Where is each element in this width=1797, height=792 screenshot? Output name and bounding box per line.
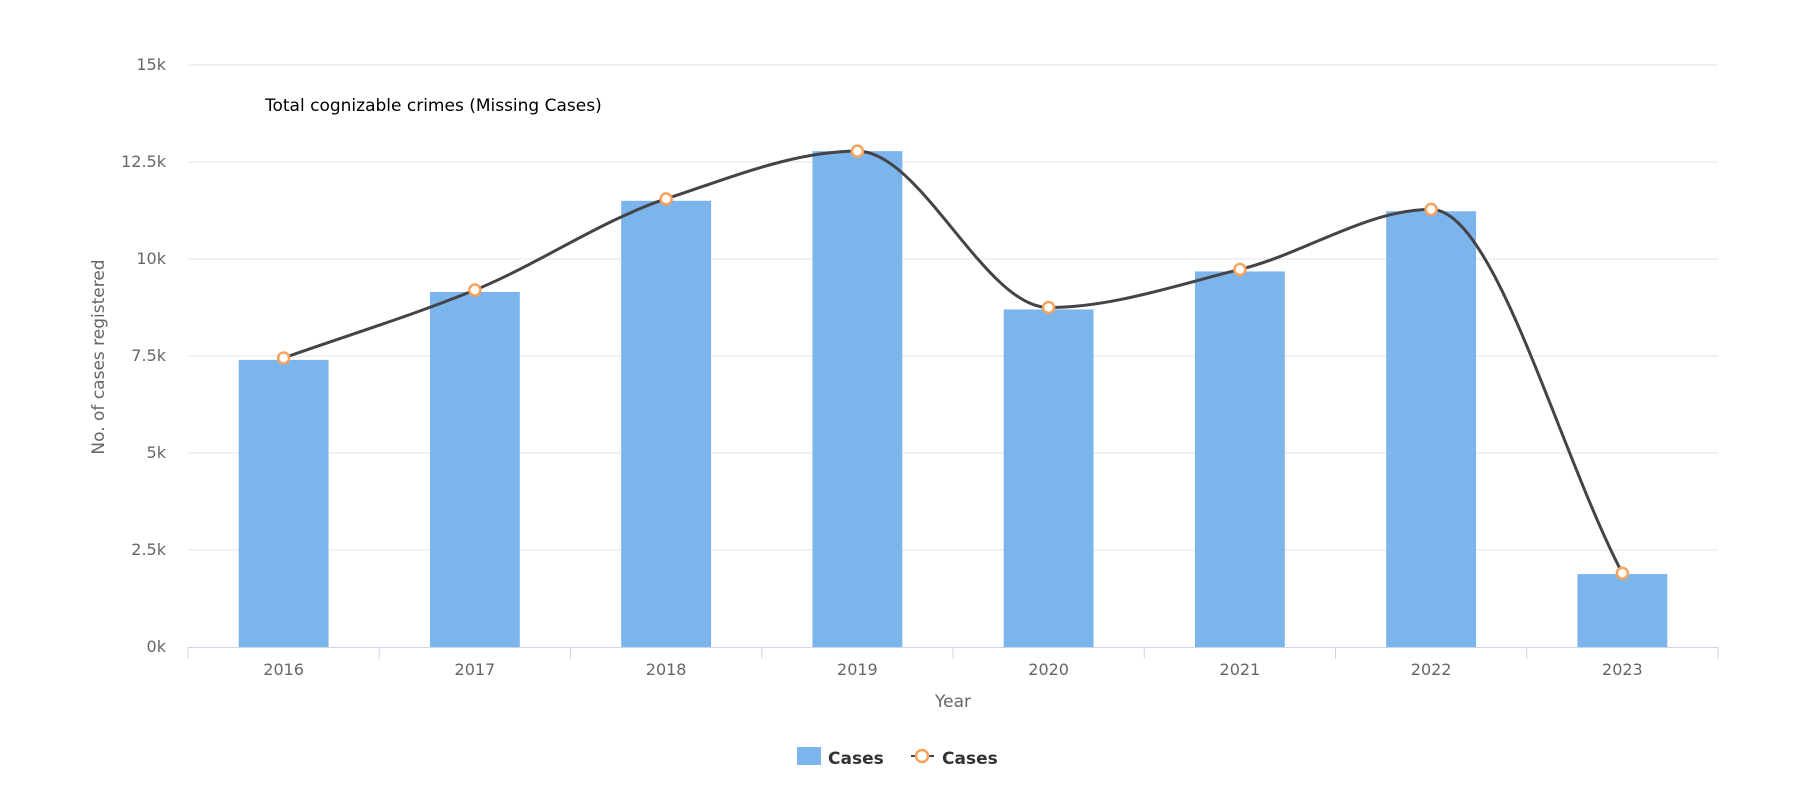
y-tick-label: 2.5k [131, 540, 166, 559]
line-point [1041, 300, 1056, 315]
line-point [468, 283, 482, 297]
y-tick-label: 15k [136, 55, 166, 74]
x-tick-label: 2022 [1411, 660, 1452, 679]
y-axis-title: No. of cases registered [89, 259, 109, 454]
bar [1577, 574, 1668, 647]
legend-bar-swatch [797, 747, 821, 765]
bar [1386, 211, 1477, 647]
series-line [283, 149, 1624, 574]
legend-bar-label: Cases [828, 749, 884, 769]
line-point [659, 192, 673, 206]
line-point [1233, 262, 1247, 277]
x-tick-label: 2023 [1602, 660, 1643, 679]
bar-series [238, 151, 1668, 648]
bar [621, 200, 712, 648]
bar [1194, 271, 1285, 647]
line-point [1615, 566, 1630, 581]
bar [238, 359, 329, 647]
legend-item-bar[interactable]: Cases [797, 747, 884, 769]
y-tick-labels: 0k 2.5k 5k 7.5k 10k 12.5k 15k [121, 55, 167, 656]
y-tick-label: 10k [136, 249, 166, 268]
legend: Cases Cases [797, 747, 998, 769]
bar [1003, 309, 1094, 647]
x-tick-label: 2020 [1028, 660, 1069, 679]
line-point [276, 351, 291, 365]
legend-line-label: Cases [942, 749, 998, 769]
x-tick-label: 2021 [1220, 660, 1261, 679]
line-markers [276, 144, 1630, 581]
y-tick-label: 0k [147, 637, 167, 656]
y-tick-label: 12.5k [121, 152, 167, 171]
x-tick-label: 2019 [837, 660, 878, 679]
x-tick-labels: 2016 2017 2018 2019 2020 2021 2022 2023 [263, 660, 1642, 679]
chart-title: Total cognizable crimes (Missing Cases) [264, 96, 602, 116]
line-series [283, 149, 1624, 574]
y-tick-label: 5k [147, 443, 167, 462]
line-point [850, 144, 865, 158]
x-axis-title: Year [934, 692, 971, 712]
bar [812, 151, 903, 648]
legend-item-line[interactable]: Cases [911, 748, 998, 769]
grid-lines [188, 64, 1718, 551]
x-tick-label: 2016 [263, 660, 304, 679]
x-tick-label: 2017 [455, 660, 496, 679]
y-tick-label: 7.5k [131, 346, 166, 365]
x-tick-label: 2018 [646, 660, 687, 679]
legend-marker-swatch [914, 748, 930, 764]
bar [429, 291, 520, 647]
axes [187, 647, 1719, 659]
line-point [1424, 202, 1438, 217]
